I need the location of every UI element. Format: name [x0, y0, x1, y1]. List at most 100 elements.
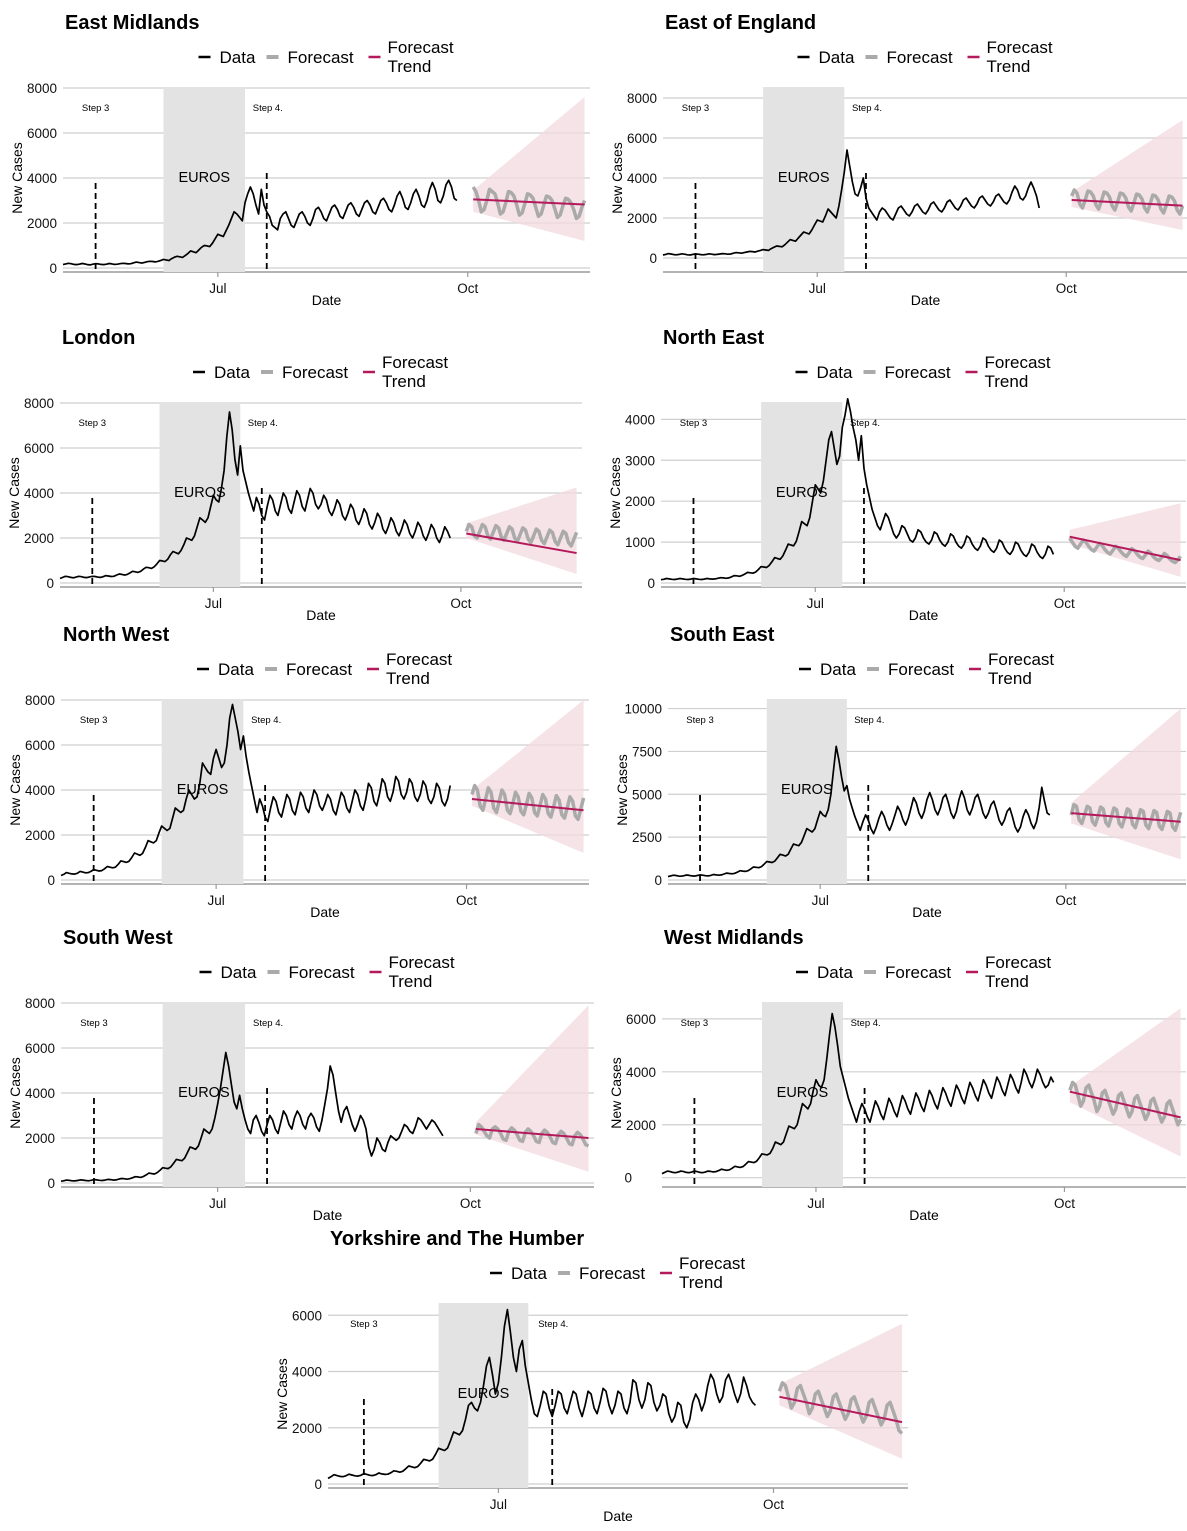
y-tick-label: 6000: [24, 441, 54, 456]
x-tick-label: Jul: [209, 1196, 226, 1211]
legend-label-trend-line1: Forecast: [389, 953, 455, 972]
step3-label: Step 3: [682, 103, 709, 114]
step3-label: Step 3: [350, 1319, 377, 1330]
panel-title: London: [62, 327, 135, 349]
x-tick-label: Oct: [1054, 1196, 1075, 1211]
x-axis-title: Date: [603, 1508, 633, 1524]
y-tick-label: 0: [647, 576, 655, 591]
y-tick-label: 0: [47, 1176, 55, 1191]
panel-title: East of England: [665, 12, 816, 34]
legend-label-trend-line2: Trend: [987, 57, 1031, 76]
y-axis-title: New Cases: [7, 754, 23, 826]
y-tick-label: 2000: [27, 216, 57, 231]
y-tick-label: 8000: [24, 396, 54, 411]
y-tick-label: 6000: [27, 126, 57, 141]
panel-title: South West: [63, 927, 173, 949]
y-tick-label: 2000: [625, 494, 655, 509]
forecast-band: [1069, 1008, 1181, 1157]
forecast-series-line: [470, 783, 586, 822]
forecast-trend-line: [1069, 535, 1181, 562]
y-tick-label: 2000: [25, 828, 55, 843]
step3-label: Step 3: [80, 715, 107, 726]
legend-label-trend-line2: Trend: [679, 1273, 723, 1292]
step4-label: Step 4.: [253, 1018, 283, 1029]
step4-label: Step 4.: [538, 1319, 568, 1330]
panel-title: North West: [63, 624, 170, 646]
forecast-band: [1071, 708, 1181, 860]
legend-label-trend-line2: Trend: [985, 972, 1029, 991]
legend-label-forecast: Forecast: [885, 363, 951, 382]
legend-label-forecast: Forecast: [579, 1264, 645, 1283]
forecast-trend-line: [466, 532, 577, 555]
x-tick-label: Oct: [450, 596, 471, 611]
panel-title: North East: [663, 327, 764, 349]
y-axis-title: New Cases: [607, 457, 623, 529]
y-tick-label: 8000: [25, 693, 55, 708]
y-tick-label: 2000: [627, 211, 657, 226]
y-tick-label: 0: [314, 1477, 322, 1492]
euros-label: EUROS: [174, 485, 226, 501]
y-tick-label: 6000: [627, 131, 657, 146]
legend-label-trend-line1: Forecast: [988, 650, 1054, 669]
step3-label: Step 3: [680, 418, 707, 429]
x-tick-label: Jul: [208, 893, 225, 908]
y-tick-label: 0: [47, 873, 55, 888]
y-tick-label: 0: [49, 261, 57, 276]
euros-label: EUROS: [778, 170, 830, 186]
legend-label-trend: Forecast Trend: [388, 38, 454, 76]
step3-label: Step 3: [80, 1018, 107, 1029]
x-tick-label: Jul: [812, 893, 829, 908]
forecast-series-line: [777, 1381, 904, 1435]
legend-label-trend-line1: Forecast: [388, 38, 454, 57]
y-tick-label: 4000: [626, 1065, 656, 1080]
forecast-band: [779, 1323, 903, 1459]
step4-label: Step 4.: [852, 103, 882, 114]
y-tick-label: 0: [624, 1171, 632, 1186]
y-tick-label: 3000: [625, 453, 655, 468]
step4-label: Step 4.: [854, 715, 884, 726]
forecast-band: [1071, 120, 1183, 230]
x-tick-label: Oct: [1055, 893, 1076, 908]
forecast-trend-line: [475, 1128, 589, 1139]
y-tick-label: 0: [46, 576, 54, 591]
legend-label-data: Data: [817, 363, 853, 382]
y-tick-label: 8000: [25, 996, 55, 1011]
step4-label: Step 4.: [850, 418, 880, 429]
y-tick-label: 4000: [25, 783, 55, 798]
legend-label-trend-line1: Forecast: [386, 650, 452, 669]
panel-title: South East: [670, 624, 775, 646]
x-tick-label: Jul: [807, 1196, 824, 1211]
y-axis-title: New Cases: [609, 142, 625, 214]
data-series-line: [62, 179, 458, 266]
x-tick-label: Oct: [460, 1196, 481, 1211]
data-series-line: [60, 703, 452, 877]
y-tick-label: 2000: [292, 1421, 322, 1436]
legend-label-trend-line2: Trend: [386, 669, 430, 688]
x-axis-title: Date: [912, 904, 942, 920]
legend-label-data: Data: [220, 48, 256, 67]
step3-label: Step 3: [681, 1018, 708, 1029]
y-tick-label: 8000: [27, 81, 57, 96]
legend-label-trend: Forecast Trend: [985, 953, 1051, 991]
panel-title: Yorkshire and The Humber: [330, 1228, 584, 1250]
legend-label-trend-line2: Trend: [985, 372, 1029, 391]
legend-label-data: Data: [819, 48, 855, 67]
legend-label-data: Data: [820, 660, 856, 679]
data-series-line: [660, 398, 1055, 581]
x-axis-title: Date: [312, 292, 342, 308]
y-tick-label: 6000: [25, 738, 55, 753]
legend-label-trend-line1: Forecast: [382, 353, 448, 372]
legend-label-trend: Forecast Trend: [382, 353, 448, 391]
